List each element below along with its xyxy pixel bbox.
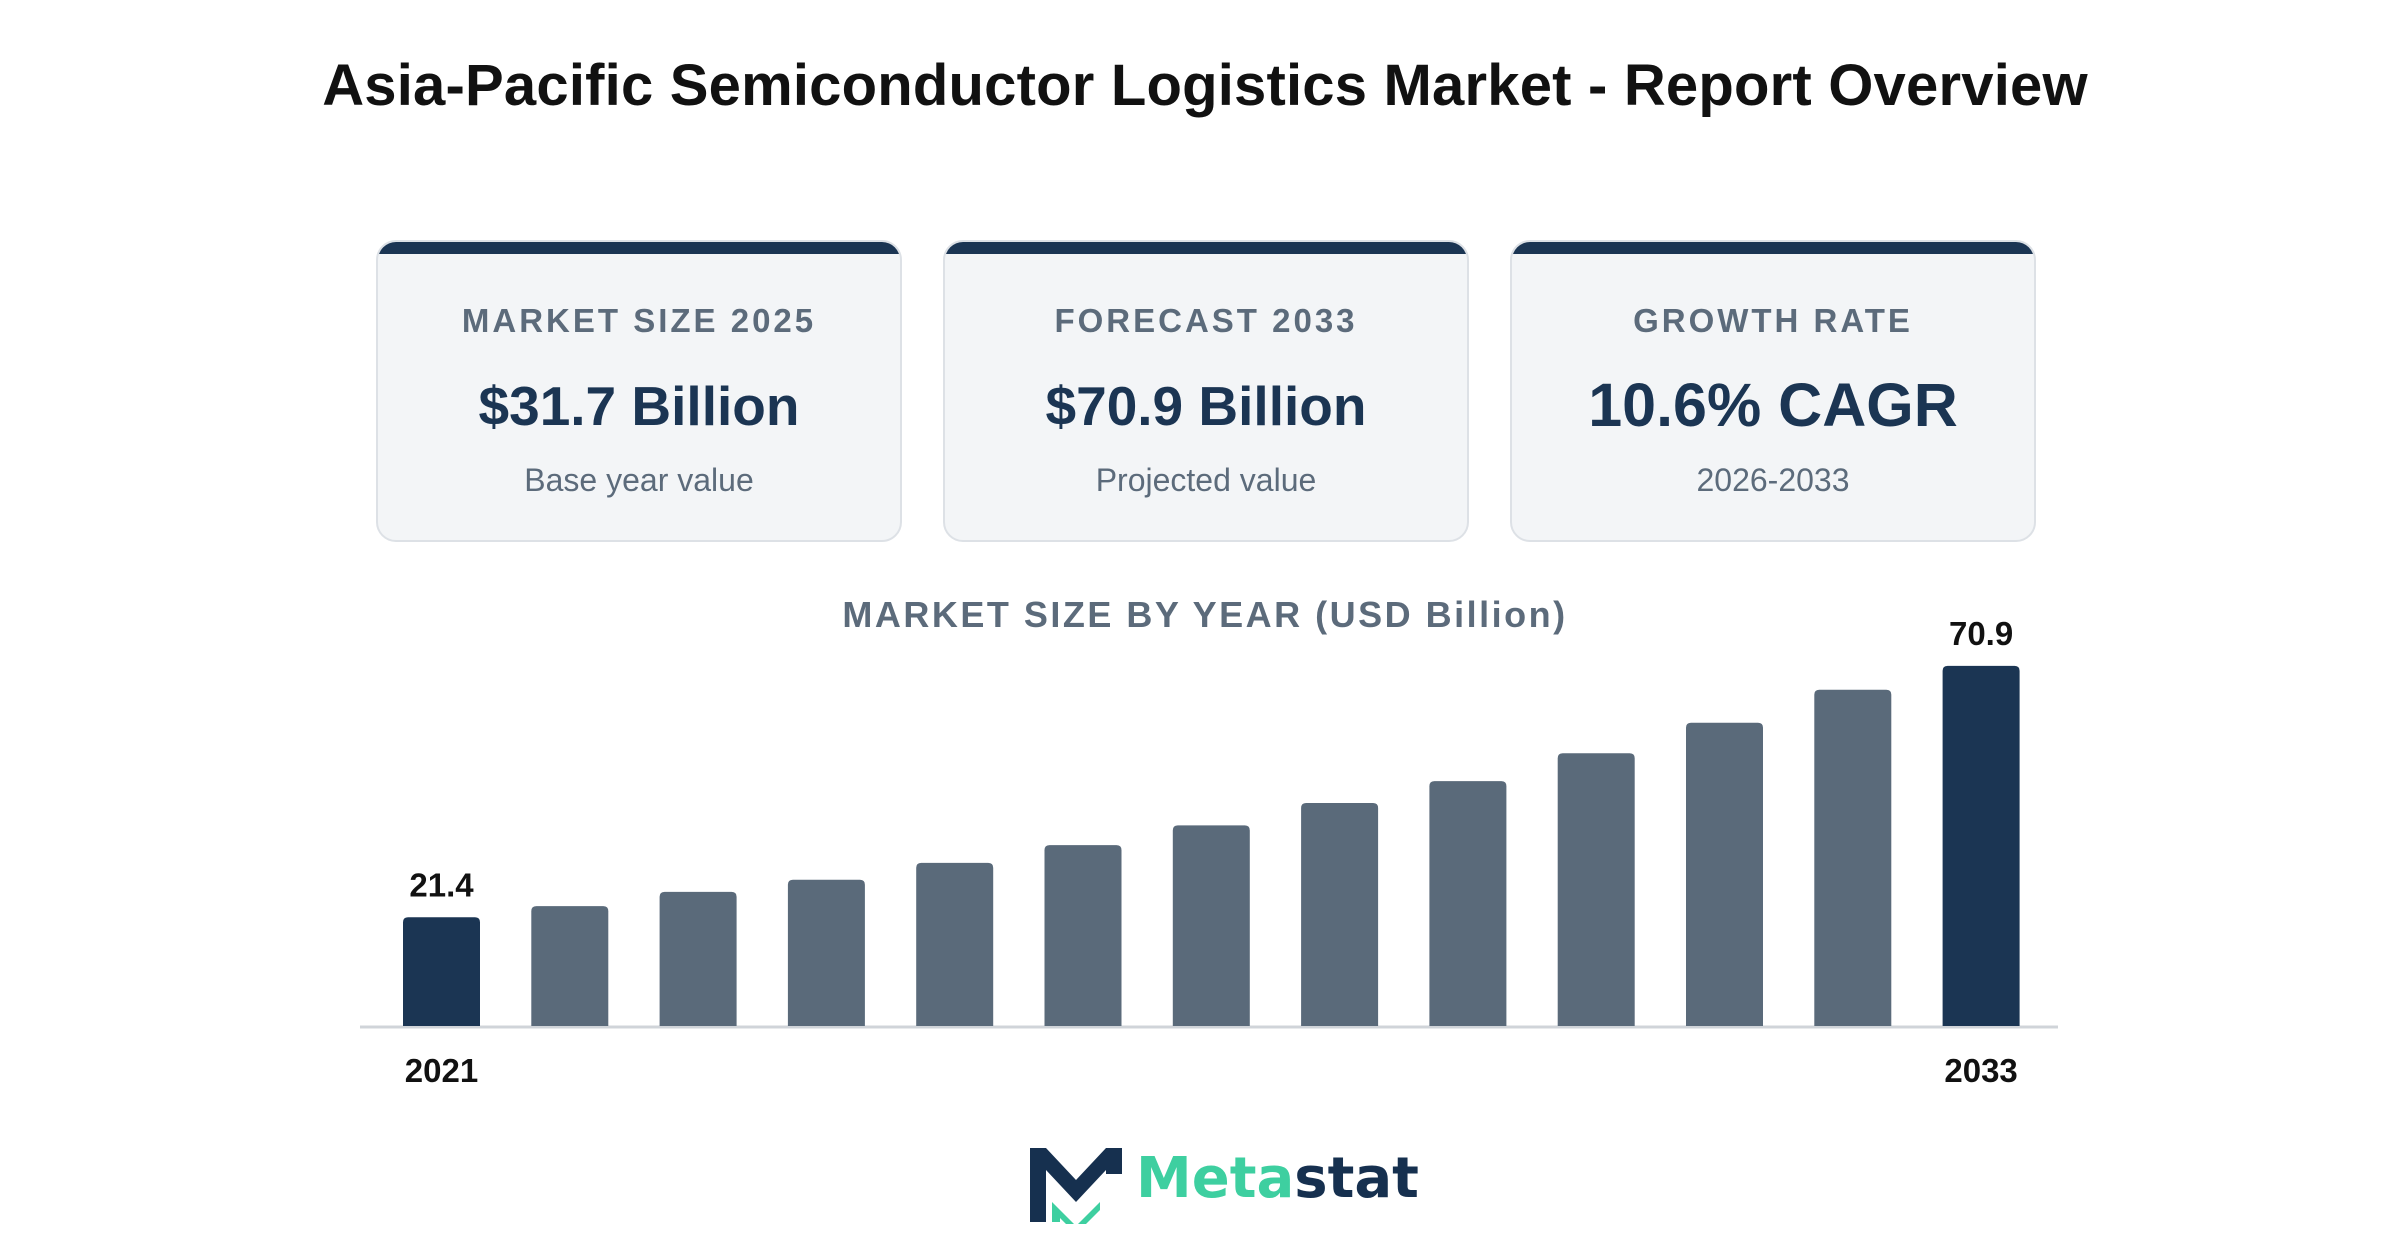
- bar-2023: [659, 891, 737, 1026]
- card-value: $31.7 Billion: [478, 375, 800, 437]
- metastat-logo-icon: [1030, 1148, 1122, 1224]
- bar-2027: [1172, 825, 1250, 1026]
- bar-value-label: 70.9: [1949, 615, 2013, 652]
- logo-wordmark: Metastat: [1136, 1146, 1419, 1211]
- card-accent-bar: [378, 242, 900, 254]
- card-label: FORECAST 2033: [1054, 302, 1358, 339]
- bar-2030: [1557, 753, 1635, 1026]
- bar-2025: [916, 862, 994, 1026]
- bar-2026: [1044, 845, 1122, 1026]
- card-accent-bar: [1512, 242, 2034, 254]
- card-label: MARKET SIZE 2025: [461, 302, 817, 339]
- forecast-card: FORECAST 2033 $70.9 Billion Projected va…: [943, 240, 1469, 542]
- chart-title: MARKET SIZE BY YEAR (USD Billion): [842, 594, 1568, 635]
- x-tick-label: 2021: [405, 1052, 478, 1089]
- bar-2022: [531, 906, 609, 1026]
- logo-word-part2: stat: [1294, 1146, 1419, 1211]
- page-title: Asia-Pacific Semiconductor Logistics Mar…: [322, 53, 2088, 118]
- bar-2021: [403, 917, 480, 1026]
- bar-value-label: 21.4: [409, 866, 474, 903]
- card-subtext: Projected value: [1095, 462, 1317, 498]
- bar-2024: [787, 879, 865, 1026]
- market-size-card: MARKET SIZE 2025 $31.7 Billion Base year…: [376, 240, 902, 542]
- card-subtext: Base year value: [524, 462, 754, 498]
- card-accent-bar: [945, 242, 1467, 254]
- bar-2033: [1942, 665, 2020, 1026]
- card-value: 10.6% CAGR: [1588, 371, 1958, 439]
- card-subtext: 2026-2033: [1696, 462, 1850, 498]
- bar-2032: [1814, 689, 1892, 1026]
- x-tick-label: 2033: [1944, 1052, 2017, 1089]
- bar-2029: [1429, 781, 1507, 1026]
- market-size-bar-chart: 21.4 2021 70.9 2033: [360, 615, 2058, 1089]
- card-label: GROWTH RATE: [1633, 302, 1913, 339]
- bar-2031: [1686, 722, 1763, 1026]
- bar-2028: [1301, 802, 1379, 1026]
- card-value: $70.9 Billion: [1045, 375, 1367, 437]
- growth-rate-card: GROWTH RATE 10.6% CAGR 2026-2033: [1510, 240, 2036, 542]
- logo-word-part1: Meta: [1136, 1146, 1295, 1211]
